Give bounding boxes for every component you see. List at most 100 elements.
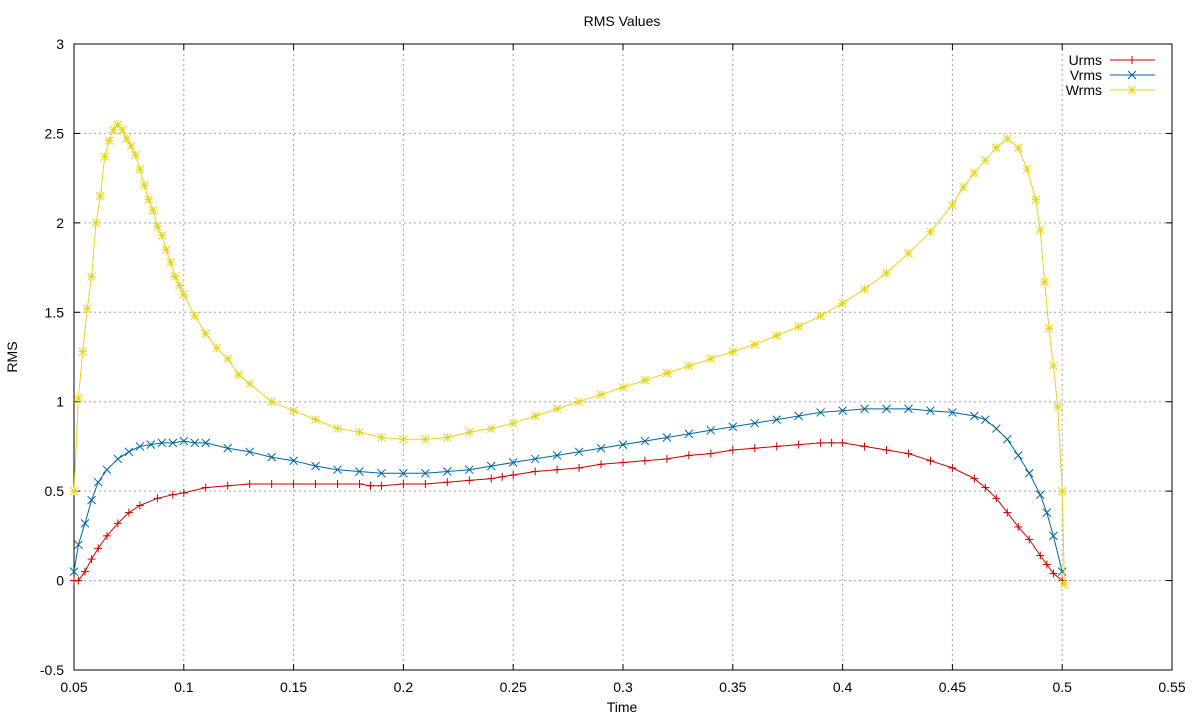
y-axis-label: RMS	[4, 341, 20, 372]
data-point-vrms	[486, 461, 496, 471]
data-point-vrms	[508, 458, 518, 467]
data-point-wrms	[816, 311, 825, 321]
x-tick-label: 0.2	[394, 679, 414, 695]
data-point-vrms	[201, 438, 211, 448]
data-point-wrms	[1057, 486, 1067, 496]
y-tick-label: 1	[56, 394, 64, 410]
data-point-urms	[772, 442, 781, 451]
data-point-urms	[153, 494, 162, 503]
data-point-wrms	[574, 397, 584, 407]
data-point-vrms	[1002, 434, 1012, 444]
data-point-urms	[640, 456, 649, 465]
data-point-urms	[443, 478, 452, 487]
data-point-wrms	[148, 205, 158, 215]
data-point-urms	[498, 472, 507, 481]
data-point-wrms	[135, 164, 145, 174]
data-point-urms	[1003, 508, 1012, 517]
legend-marker	[1127, 70, 1137, 80]
x-tick-label: 0.25	[500, 679, 527, 695]
data-point-wrms	[223, 354, 233, 364]
data-point-vrms	[1057, 567, 1067, 576]
data-point-vrms	[662, 433, 672, 442]
data-point-wrms	[212, 343, 222, 353]
data-point-wrms	[926, 227, 935, 237]
x-tick-label: 0.5	[1052, 679, 1072, 695]
data-point-wrms	[153, 222, 162, 231]
data-point-vrms	[223, 443, 233, 453]
data-point-urms	[289, 479, 298, 488]
data-point-wrms	[355, 427, 364, 437]
x-tick-label: 0.35	[719, 679, 746, 695]
legend-item-wrms: Wrms	[1066, 82, 1155, 98]
data-point-wrms	[289, 406, 298, 416]
data-point-wrms	[234, 370, 244, 380]
data-point-wrms	[959, 182, 968, 192]
data-point-vrms	[87, 495, 96, 505]
data-point-urms	[597, 460, 606, 469]
series-urms	[70, 438, 1067, 585]
data-point-vrms	[124, 447, 134, 457]
data-point-wrms	[442, 433, 452, 442]
data-point-vrms	[552, 451, 562, 460]
data-point-vrms	[1024, 468, 1034, 478]
data-point-vrms	[267, 452, 276, 462]
legend-item-vrms: Vrms	[1070, 67, 1155, 83]
data-point-wrms	[728, 347, 738, 356]
legend-label: Urms	[1069, 52, 1102, 68]
data-point-urms	[970, 474, 979, 483]
data-point-urms	[992, 494, 1001, 503]
data-point-urms	[366, 481, 375, 490]
data-point-vrms	[750, 418, 760, 428]
series-layer	[69, 120, 1069, 589]
data-point-vrms	[80, 518, 90, 528]
data-point-wrms	[948, 200, 957, 210]
data-point-wrms	[267, 397, 276, 407]
data-point-vrms	[991, 424, 1001, 433]
data-point-wrms	[904, 248, 913, 258]
data-point-vrms	[1049, 531, 1058, 541]
data-point-wrms	[706, 354, 716, 364]
data-point-urms	[102, 531, 111, 540]
y-tick-label: 2	[56, 215, 64, 231]
data-point-wrms	[1022, 164, 1032, 174]
data-point-vrms	[113, 454, 123, 464]
data-point-urms	[553, 465, 562, 474]
data-point-urms	[245, 479, 254, 488]
data-point-wrms	[69, 486, 79, 496]
data-point-wrms	[95, 191, 105, 201]
data-point-urms	[706, 449, 715, 458]
data-point-wrms	[596, 390, 606, 399]
data-point-wrms	[860, 284, 869, 294]
data-point-wrms	[750, 340, 760, 349]
data-point-urms	[311, 479, 320, 488]
data-point-vrms	[728, 422, 738, 432]
x-tick-label: 0.4	[833, 679, 853, 695]
data-point-urms	[465, 476, 474, 485]
legend-label: Vrms	[1070, 67, 1102, 83]
data-point-wrms	[201, 329, 211, 339]
data-point-urms	[575, 463, 584, 472]
data-point-wrms	[179, 290, 189, 299]
series-vrms	[69, 404, 1067, 576]
data-point-vrms	[377, 468, 386, 478]
data-point-wrms	[421, 434, 430, 444]
data-point-wrms	[175, 281, 184, 290]
x-tick-label: 0.45	[939, 679, 966, 695]
x-tick-label: 0.55	[1158, 679, 1185, 695]
data-point-urms	[838, 438, 847, 447]
data-point-wrms	[122, 134, 132, 144]
data-point-urms	[948, 463, 957, 472]
data-point-vrms	[69, 567, 79, 576]
data-point-wrms	[662, 368, 672, 378]
data-point-vrms	[168, 438, 178, 448]
data-point-wrms	[157, 231, 167, 240]
data-point-wrms	[87, 272, 96, 281]
series-line-wrms	[73, 123, 1065, 585]
data-point-urms	[201, 483, 210, 492]
data-point-urms	[74, 576, 83, 585]
data-point-wrms	[82, 304, 92, 314]
data-point-wrms	[552, 404, 562, 414]
x-axis-label: Time	[607, 699, 638, 715]
